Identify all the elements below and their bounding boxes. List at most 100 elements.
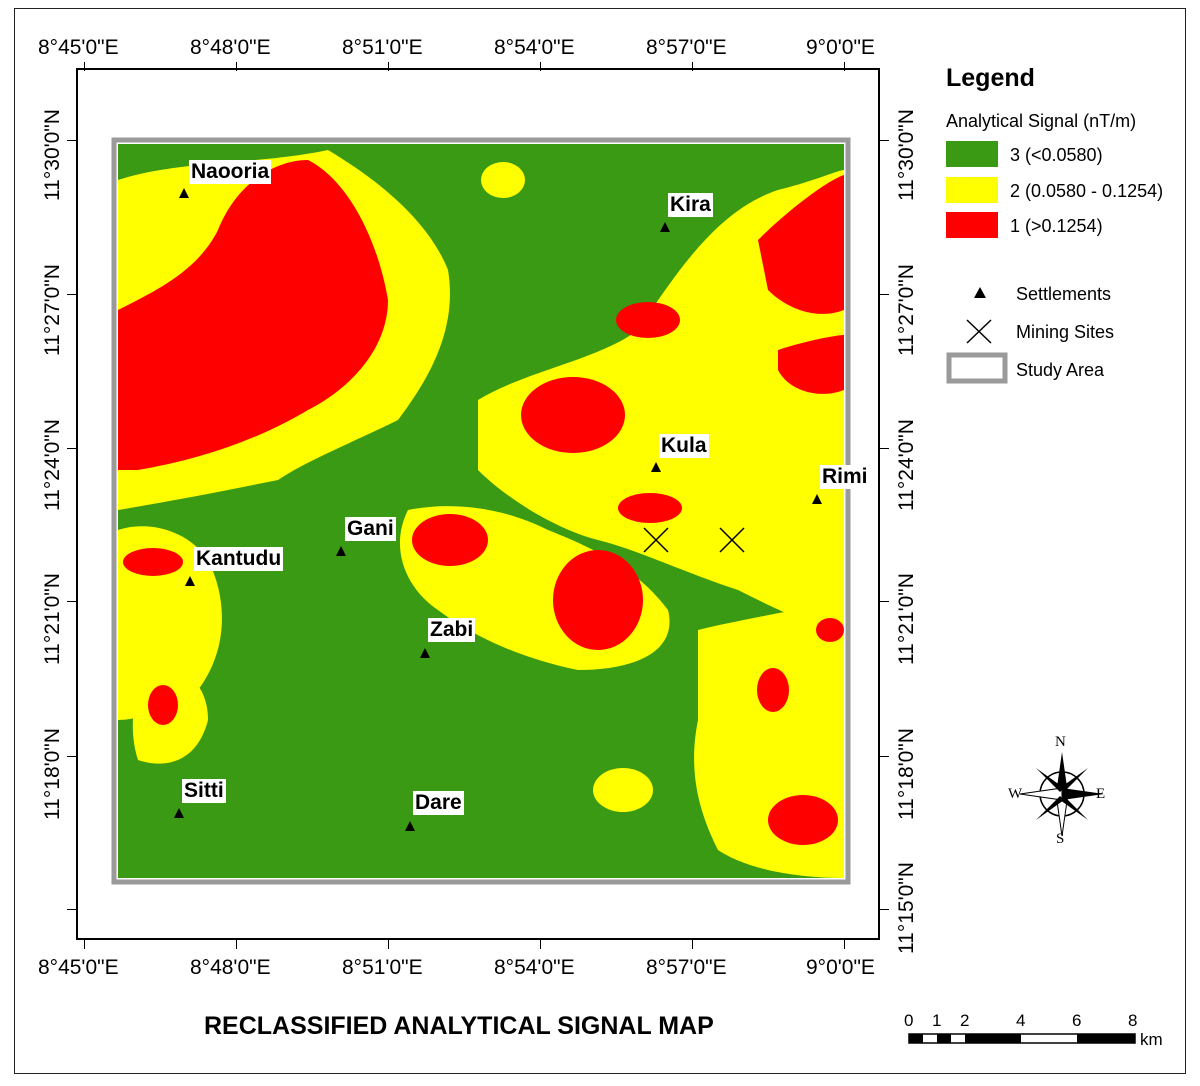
mining-site-icon xyxy=(643,527,669,553)
class-1-zone-east xyxy=(778,335,844,394)
settlement-icon xyxy=(336,546,346,556)
y-tick xyxy=(67,140,76,141)
analytical-signal-raster xyxy=(111,137,851,885)
x-tick xyxy=(84,62,85,71)
legend-label-class-2: 2 (0.0580 - 0.1254) xyxy=(1010,181,1164,201)
legend-subtitle: Analytical Signal (nT/m) xyxy=(946,111,1137,131)
legend-swatch-class-2 xyxy=(946,177,998,203)
x-tick xyxy=(692,940,693,949)
x-tick xyxy=(236,62,237,71)
settlement-label-zabi: Zabi xyxy=(428,618,476,642)
y-tick-label-left: 11°27'0"N xyxy=(41,264,64,356)
x-tick-label-bottom: 8°45'0"E xyxy=(38,956,119,979)
x-tick-label-bottom: 8°54'0"E xyxy=(494,956,575,979)
legend-label-study-area: Study Area xyxy=(1016,360,1105,380)
class-1-zone-centraleast xyxy=(521,377,625,453)
legend-label-settlements: Settlements xyxy=(1016,284,1112,304)
mining-site-icon xyxy=(719,527,745,553)
x-tick xyxy=(236,940,237,949)
settlement-markers xyxy=(174,188,822,831)
mining-site-legend-icon xyxy=(966,319,992,344)
compass-n-label: N xyxy=(1055,734,1066,750)
y-tick-label-left: 11°18'0"N xyxy=(41,728,64,820)
class-1-zone-south-center xyxy=(553,550,643,650)
scale-tick-label: 6 xyxy=(1072,1011,1082,1030)
x-tick-label-top: 8°57'0"E xyxy=(646,36,727,59)
x-tick xyxy=(844,62,845,71)
y-tick xyxy=(880,294,889,295)
class-1-zone-southeast xyxy=(768,795,838,845)
class-1-zone-southwest xyxy=(148,685,178,725)
x-tick-label-top: 8°54'0"E xyxy=(494,36,575,59)
y-tick-label-right: 11°27'0"N xyxy=(895,264,918,356)
settlement-label-naooria: Naooria xyxy=(189,160,272,184)
scale-tick-label: 1 xyxy=(932,1011,942,1030)
y-tick-label-right: 11°30'0"N xyxy=(895,109,918,201)
class-1-zone-northeast xyxy=(758,175,844,314)
y-tick xyxy=(880,140,889,141)
compass-rose: N S E W xyxy=(1006,734,1118,850)
x-tick xyxy=(540,62,541,71)
settlement-icon xyxy=(405,821,415,831)
x-tick xyxy=(388,62,389,71)
settlement-label-gani: Gani xyxy=(345,517,396,541)
x-tick-label-bottom: 8°57'0"E xyxy=(646,956,727,979)
class-1-zone-kantudu xyxy=(123,548,183,576)
x-tick-label-top: 8°51'0"E xyxy=(342,36,423,59)
class-2-patch-north xyxy=(481,162,525,198)
settlement-label-kula: Kula xyxy=(659,434,709,458)
legend-label-mining-sites: Mining Sites xyxy=(1016,322,1115,342)
x-tick-label-top: 9°0'0"E xyxy=(806,36,875,59)
scale-tick-label: 2 xyxy=(960,1011,970,1030)
y-tick xyxy=(67,448,76,449)
y-tick-label-left: 11°30'0"N xyxy=(41,109,64,201)
compass-icon xyxy=(1019,752,1104,837)
x-tick-label-bottom: 8°48'0"E xyxy=(190,956,271,979)
scale-bar xyxy=(908,1033,1136,1044)
settlement-icon xyxy=(174,808,184,818)
y-tick xyxy=(880,909,889,910)
scale-tick-label: 0 xyxy=(904,1011,914,1030)
settlement-label-kantudu: Kantudu xyxy=(194,547,284,571)
settlement-legend-icon xyxy=(974,287,986,298)
y-tick-label-right: 11°18'0"N xyxy=(895,728,918,820)
compass-w-label: W xyxy=(1008,786,1023,802)
settlement-icon xyxy=(179,188,189,198)
class-1-zone-northwest xyxy=(118,160,388,470)
class-1-zone-north-kula xyxy=(616,302,680,338)
class-1-zone-east-edge xyxy=(816,618,844,642)
x-tick xyxy=(388,940,389,949)
compass-s-label: S xyxy=(1056,831,1065,847)
settlement-icon xyxy=(812,494,822,504)
settlement-icon xyxy=(660,222,670,232)
y-tick-label-right: 11°24'0"N xyxy=(895,419,918,511)
class-1-zone-gani xyxy=(412,514,488,566)
y-tick-label-right: 11°15'0"N xyxy=(895,862,918,954)
raster-classes xyxy=(118,144,844,878)
map-title: RECLASSIFIED ANALYTICAL SIGNAL MAP xyxy=(204,1012,714,1040)
y-tick xyxy=(880,756,889,757)
x-tick xyxy=(844,940,845,949)
settlement-label-sitti: Sitti xyxy=(182,779,226,803)
scale-tick-label: 8 xyxy=(1128,1011,1138,1030)
y-tick xyxy=(67,601,76,602)
settlement-label-kira: Kira xyxy=(668,193,713,217)
study-area-legend-icon xyxy=(946,352,1008,384)
legend-swatch-class-1 xyxy=(946,212,998,238)
x-tick xyxy=(84,940,85,949)
class-1-zone-kula-south xyxy=(618,493,682,523)
settlement-label-dare: Dare xyxy=(413,791,464,815)
class-2-zone-east xyxy=(478,170,844,630)
scale-unit: km xyxy=(1140,1030,1163,1049)
legend-label-class-1: 1 (>0.1254) xyxy=(1010,216,1103,236)
settlement-icon xyxy=(420,648,430,658)
legend-title: Legend xyxy=(946,64,1035,92)
y-tick xyxy=(880,601,889,602)
x-tick-label-top: 8°45'0"E xyxy=(38,36,119,59)
x-tick xyxy=(540,940,541,949)
settlement-label-rimi: Rimi xyxy=(820,465,870,489)
compass-e-label: E xyxy=(1096,786,1106,802)
y-tick-label-left: 11°21'0"N xyxy=(41,573,64,665)
y-tick xyxy=(880,448,889,449)
y-tick xyxy=(67,909,76,910)
